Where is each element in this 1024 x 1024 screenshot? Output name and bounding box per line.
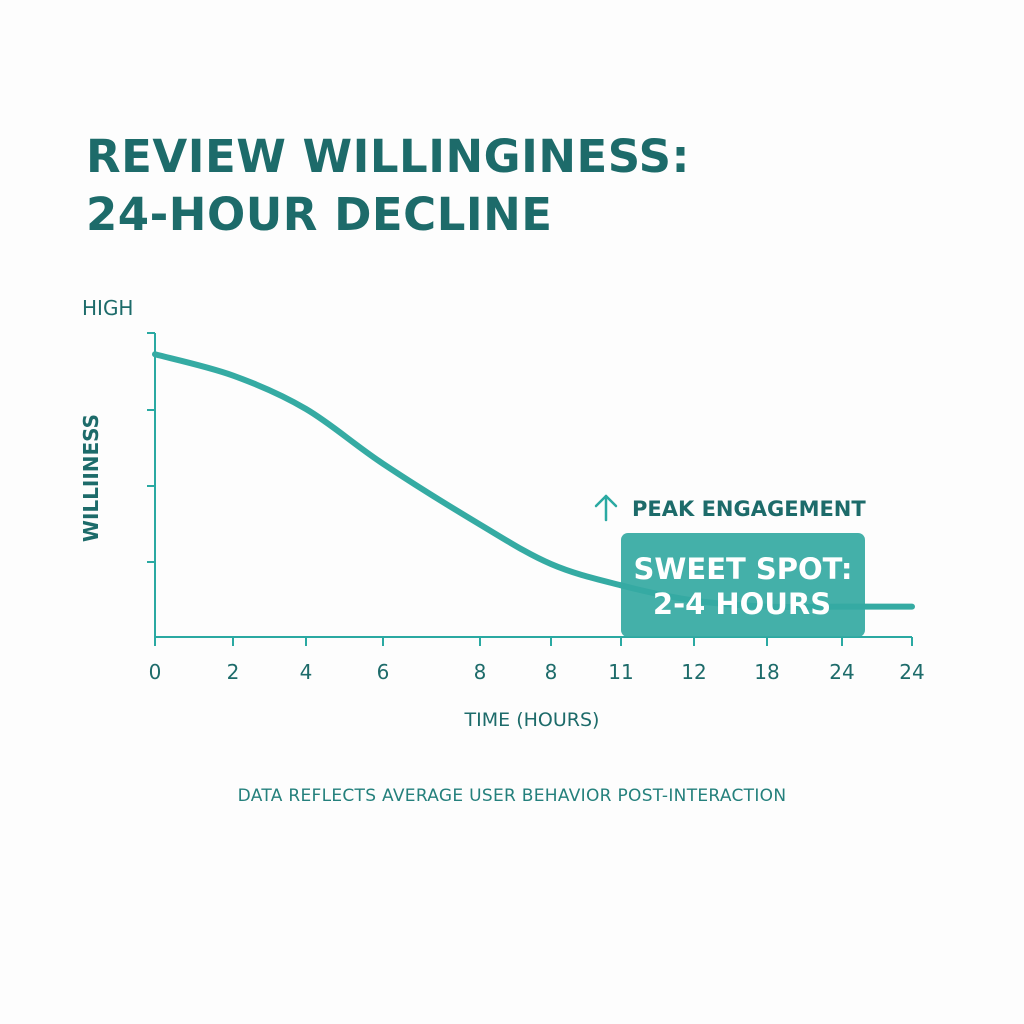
x-tick-label: 2 — [227, 660, 240, 684]
x-tick-label: 8 — [545, 660, 558, 684]
x-tick-label: 6 — [377, 660, 390, 684]
y-axis-title: WILLIINESS — [79, 414, 103, 542]
x-tick-label: 18 — [754, 660, 779, 684]
title-line-2: 24-HOUR DECLINE — [86, 188, 553, 241]
x-tick-label: 4 — [300, 660, 313, 684]
footnote: DATA REFLECTS AVERAGE USER BEHAVIOR POST… — [237, 786, 787, 806]
x-tick-label: 24 — [829, 660, 854, 684]
y-axis-top-label: HIGH — [82, 296, 133, 320]
x-axis-title: TIME (HOURS) — [464, 709, 600, 731]
peak-engagement-label: PEAK ENGAGEMENT — [632, 497, 866, 521]
x-tick-label: 8 — [474, 660, 487, 684]
x-tick-label: 11 — [608, 660, 633, 684]
x-tick-label: 12 — [681, 660, 706, 684]
sweet-spot-line-2: 2-4 HOURS — [653, 587, 831, 621]
arrow-up-icon — [594, 494, 618, 522]
sweet-spot-callout — [621, 533, 865, 637]
page-title: REVIEW WILLINGINESS: 24-HOUR DECLINE — [86, 128, 690, 244]
chart-annotations: SWEET SPOT:2-4 HOURS PEAK ENGAGEMENT — [594, 494, 866, 637]
arrow-up-head — [594, 494, 618, 508]
x-tick-label: 24 — [899, 660, 924, 684]
sweet-spot-line-1: SWEET SPOT: — [634, 552, 853, 586]
x-tick-label: 0 — [149, 660, 162, 684]
title-line-1: REVIEW WILLINGINESS: — [86, 130, 691, 183]
